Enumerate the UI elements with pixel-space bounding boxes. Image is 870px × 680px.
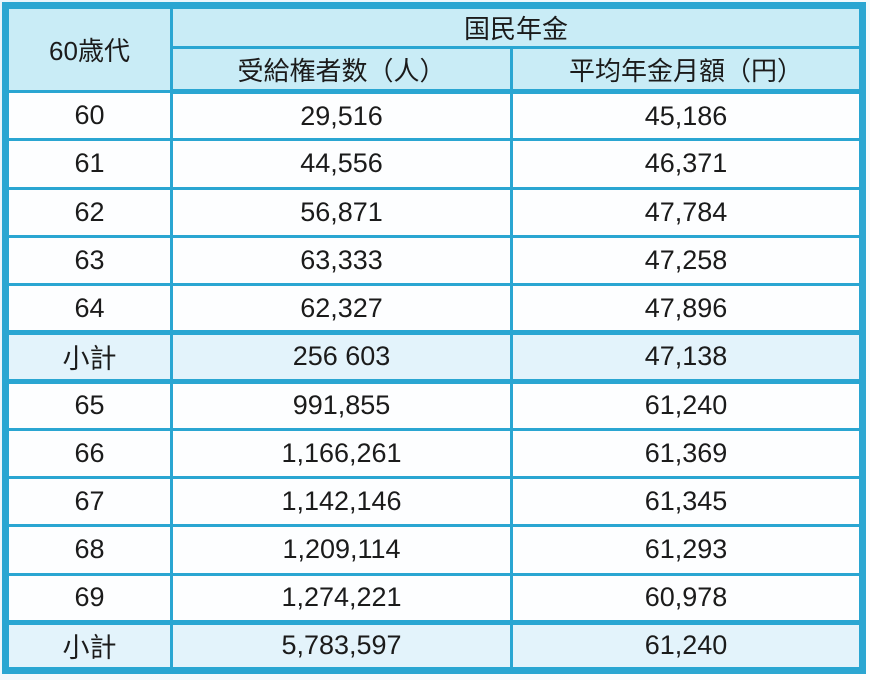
subtotal-label-cell: 小計 [4, 330, 173, 384]
table-row: 64 62,327 47,896 [4, 282, 864, 335]
subtotal-row: 小計 5,783,597 61,240 [4, 619, 864, 674]
table-row: 68 1,209,114 61,293 [4, 524, 864, 576]
recipients-cell: 56,871 [170, 186, 513, 238]
group-header-cell: 国民年金 [170, 4, 864, 49]
age-cell: 63 [4, 234, 173, 287]
avg-amount-cell: 61,293 [510, 524, 864, 576]
table-row: 62 56,871 47,784 [4, 186, 864, 238]
avg-amount-cell: 47,896 [510, 282, 864, 335]
group-header-row: 60歳代 国民年金 [4, 4, 864, 93]
sub-header-row: 受給権者数（人） 平均年金月額（円） [6, 46, 864, 94]
table-header: 60歳代 国民年金 受給権者数（人） 平均年金月額（円） [4, 4, 864, 94]
age-cell: 66 [4, 427, 173, 480]
avg-amount-cell: 61,240 [510, 619, 864, 674]
table-row: 66 1,166,261 61,369 [4, 427, 864, 480]
avg-amount-cell: 47,784 [510, 186, 864, 238]
age-cell: 68 [4, 524, 173, 576]
recipients-cell: 63,333 [170, 234, 513, 287]
avg-amount-cell: 45,186 [510, 89, 864, 142]
recipients-cell: 44,556 [170, 138, 513, 190]
avg-amount-cell: 60,978 [510, 572, 864, 624]
col-header-recipients: 受給権者数（人） [170, 46, 513, 94]
age-cell: 65 [4, 379, 173, 431]
age-group-header-cell: 60歳代 [4, 4, 173, 93]
avg-amount-cell: 61,240 [510, 379, 864, 431]
recipients-cell: 1,274,221 [170, 572, 513, 624]
table-row: 61 44,556 46,371 [4, 138, 864, 190]
recipients-cell: 1,209,114 [170, 524, 513, 576]
recipients-cell: 1,166,261 [170, 427, 513, 480]
age-cell: 64 [4, 282, 173, 335]
recipients-cell: 5,783,597 [170, 619, 513, 674]
table-row: 63 63,333 47,258 [4, 234, 864, 287]
avg-amount-cell: 61,345 [510, 475, 864, 528]
recipients-cell: 1,142,146 [170, 475, 513, 528]
col-header-avg-amount: 平均年金月額（円） [510, 46, 864, 94]
recipients-cell: 62,327 [170, 282, 513, 335]
avg-amount-cell: 46,371 [510, 138, 864, 190]
subtotal-label-cell: 小計 [4, 619, 173, 674]
age-cell: 69 [4, 572, 173, 624]
age-cell: 67 [4, 475, 173, 528]
table-row: 65 991,855 61,240 [4, 379, 864, 431]
age-cell: 60 [4, 89, 173, 142]
avg-amount-cell: 61,369 [510, 427, 864, 480]
recipients-cell: 29,516 [170, 89, 513, 142]
table-row: 67 1,142,146 61,345 [4, 475, 864, 528]
subtotal-row: 小計 256 603 47,138 [4, 330, 864, 384]
table-body: 60 29,516 45,186 61 44,556 46,371 62 56,… [4, 89, 864, 674]
table-row: 60 29,516 45,186 [4, 89, 864, 142]
avg-amount-cell: 47,138 [510, 330, 864, 384]
table-row: 69 1,274,221 60,978 [4, 572, 864, 624]
recipients-cell: 256 603 [170, 330, 513, 384]
avg-amount-cell: 47,258 [510, 234, 864, 287]
age-cell: 62 [4, 186, 173, 238]
recipients-cell: 991,855 [170, 379, 513, 431]
age-cell: 61 [4, 138, 173, 190]
